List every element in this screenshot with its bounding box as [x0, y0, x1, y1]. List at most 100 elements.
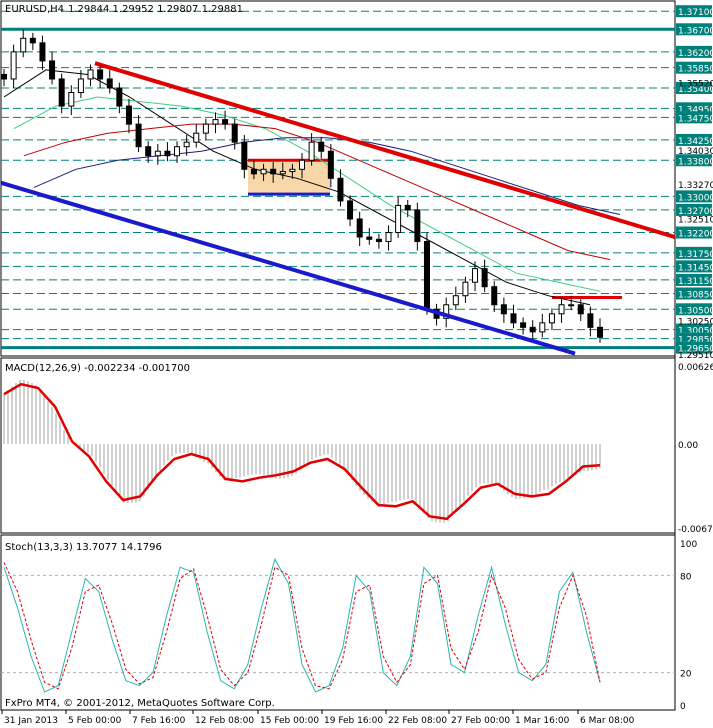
candle-body	[29, 37, 36, 44]
stoch-header: Stoch(13,3,3) 13.7077 14.1796	[5, 542, 162, 553]
price-label: 1.32200	[678, 230, 713, 240]
macd-header: MACD(12,26,9) -0.002234 -0.001700	[5, 363, 190, 374]
price-label-bg	[676, 203, 712, 216]
candle-body	[135, 123, 142, 148]
candle-body	[520, 322, 527, 328]
stoch-signal-line	[3, 562, 601, 690]
price-label: 1.34250	[678, 137, 713, 147]
price-label-bg	[676, 111, 712, 124]
candle-body	[212, 119, 219, 125]
copyright-text: FxPro MT4, © 2001-2012, MetaQuotes Softw…	[5, 698, 275, 709]
macd-tick-label: 0.00	[678, 441, 698, 451]
price-label: 1.37100	[678, 8, 713, 18]
stoch-tick-label: 20	[680, 670, 692, 680]
moving-average-line	[23, 123, 611, 261]
candle-body	[260, 168, 267, 175]
price-label-bg	[676, 61, 712, 74]
price-label: 1.31450	[678, 263, 713, 273]
candle-body	[443, 304, 450, 319]
candle-body	[164, 150, 171, 157]
price-label: 1.30050	[678, 327, 713, 337]
moving-average-line	[33, 137, 621, 215]
price-label-bg	[676, 82, 712, 94]
candle-body	[539, 322, 546, 333]
candle-body	[299, 159, 305, 170]
candle-body	[529, 326, 536, 333]
price-label: 1.29650	[678, 345, 713, 355]
price-label-bg	[676, 23, 712, 36]
price-tick-label: 1.34030	[678, 147, 713, 157]
candle-body	[395, 204, 402, 234]
candle-body	[222, 119, 229, 125]
candle-body	[452, 295, 459, 306]
price-label-bg	[676, 190, 712, 203]
candle-body	[375, 238, 382, 243]
price-tick-label: 1.32510	[678, 216, 713, 226]
candle-body	[356, 218, 363, 238]
moving-average-line	[13, 96, 601, 292]
candle-body	[577, 304, 584, 315]
candle-body	[568, 304, 575, 307]
time-tick-label: 31 Jan 2013	[4, 716, 58, 726]
price-label-bg	[676, 332, 712, 345]
candle-body	[500, 304, 507, 315]
candle-body	[279, 171, 286, 175]
candle-body	[385, 232, 392, 243]
candle-body	[510, 313, 517, 324]
macd-signal-line	[3, 382, 601, 521]
candle-body	[327, 150, 334, 179]
price-label-bg	[676, 5, 712, 18]
candle-body	[125, 105, 132, 125]
candle-body	[241, 141, 248, 170]
time-tick-label: 7 Feb 16:00	[132, 716, 186, 726]
macd-tick-label: -0.00674	[678, 525, 713, 535]
price-tick-label: 1.29510	[678, 351, 713, 361]
candle-body	[289, 168, 296, 173]
price-label: 1.29850	[678, 336, 713, 346]
candle-body	[481, 268, 488, 288]
time-tick-label: 19 Feb 16:00	[324, 716, 383, 726]
candle-body	[97, 69, 104, 80]
price-tick-label: 1.33270	[678, 181, 713, 191]
candle-body	[414, 209, 421, 243]
candle-body	[231, 123, 238, 143]
symbol-header: EURUSD,H4	[5, 4, 64, 15]
stoch-tick-label: 80	[680, 572, 692, 582]
price-label: 1.35400	[678, 85, 713, 95]
candle-body	[318, 141, 325, 152]
price-label: 1.36200	[678, 49, 713, 59]
candle-body	[548, 313, 555, 324]
price-label-bg	[676, 341, 712, 354]
time-tick-label: 22 Feb 08:00	[388, 716, 447, 726]
price-label: 1.32700	[678, 207, 713, 217]
price-label: 1.33000	[678, 193, 713, 203]
price-label: 1.31150	[678, 277, 713, 287]
price-label: 1.34750	[678, 114, 713, 124]
candle-body	[1, 73, 7, 80]
candle-body	[68, 92, 75, 107]
candle-body	[347, 200, 354, 220]
price-label-bg	[676, 273, 712, 286]
time-tick-label: 12 Feb 08:00	[195, 716, 254, 726]
candle-body	[106, 78, 113, 89]
price-label-bg	[676, 102, 712, 115]
price-label-bg	[676, 133, 712, 146]
time-tick-label: 5 Feb 00:00	[68, 716, 122, 726]
candle-body	[193, 132, 200, 143]
candle-body	[491, 286, 498, 306]
candle-body	[49, 60, 56, 80]
stoch-tick-label: 100	[680, 540, 697, 550]
macd-pane[interactable]	[0, 357, 676, 534]
candle-body	[116, 87, 123, 107]
price-label: 1.33800	[678, 157, 713, 167]
blue-trend-line	[0, 180, 576, 356]
candle-body	[423, 241, 430, 310]
price-label: 1.30500	[678, 306, 713, 316]
candle-body	[183, 141, 190, 148]
stoch-pane[interactable]	[0, 534, 676, 711]
ohlc-header: 1.29844 1.29952 1.29807 1.29881	[68, 4, 243, 15]
candle-body	[308, 141, 315, 161]
price-label-bg	[676, 323, 712, 336]
price-label: 1.36700	[678, 26, 713, 36]
